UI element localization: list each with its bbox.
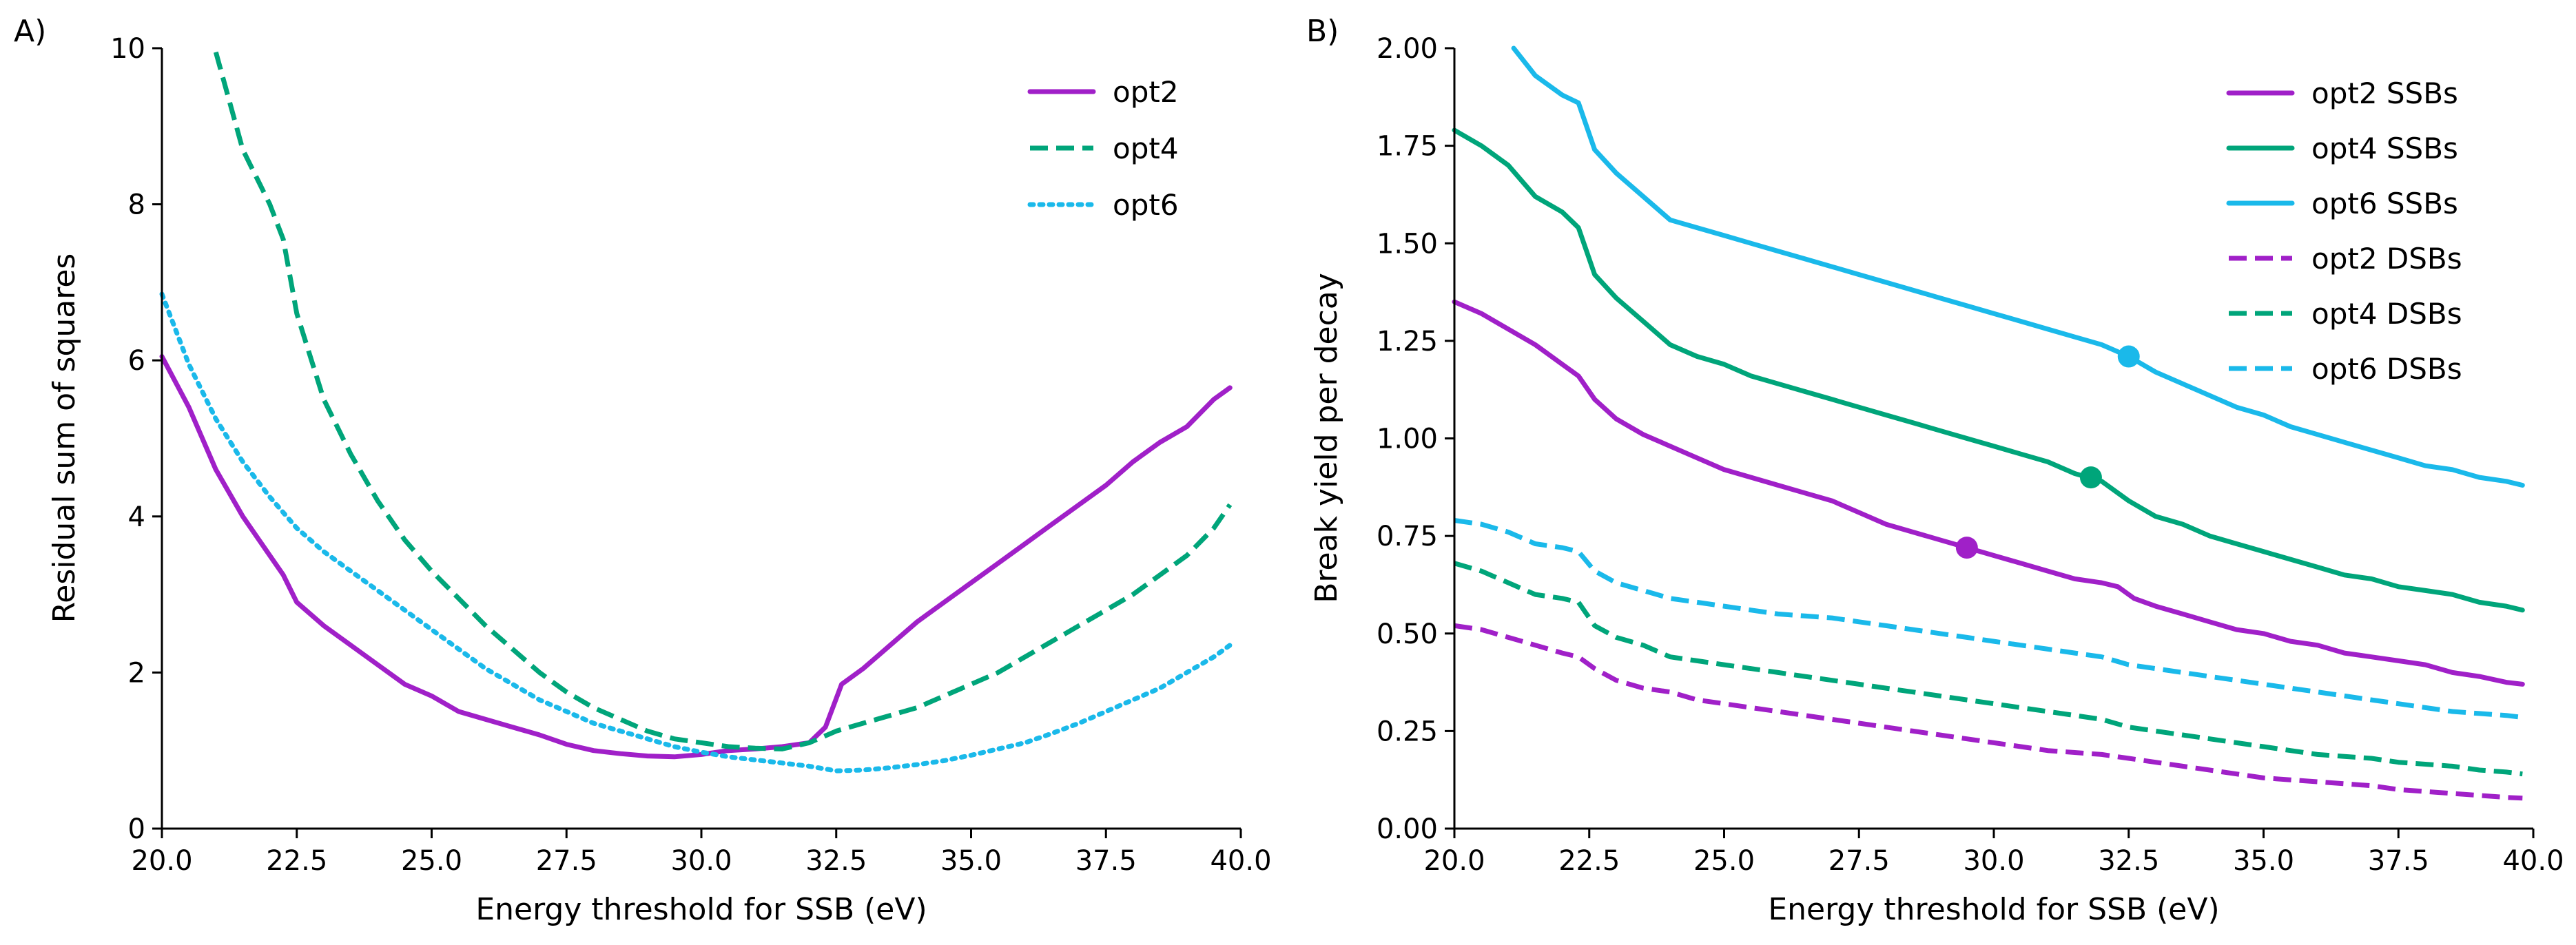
panel-b-series-group	[1452, 45, 2525, 801]
y-tick-label: 0.75	[1377, 521, 1438, 552]
y-tick-label: 0.50	[1377, 619, 1438, 650]
x-tick-label: 22.5	[1558, 845, 1620, 877]
y-tick-label: 10	[110, 33, 145, 65]
y-tick-label: 2	[128, 657, 145, 689]
panel-b: B) 20.0 22.5 25.0 27.5 30.0 32.5 35.0 37.5 40.0 …	[1306, 14, 2564, 927]
y-tick-label: 0.25	[1377, 716, 1438, 747]
x-tick-label: 32.5	[805, 845, 867, 877]
x-tick-label: 32.5	[2098, 845, 2159, 877]
legend-label-opt2: opt2	[1113, 75, 1179, 109]
series-line-opt4	[213, 51, 1233, 751]
panel-a: A) 20.0 22.5 25.0 27.5 30.0 32.5 35.0 37.5 40.0 …	[14, 14, 1272, 927]
legend-label-opt2-ssbs: opt2 SSBs	[2311, 76, 2458, 110]
series-line-opt6-dsbs	[1454, 518, 2523, 720]
panel-a-series-group	[159, 51, 1233, 773]
panel-a-y-axis-title: Residual sum of squares	[47, 253, 82, 623]
panel-b-y-ticks: 0.00 0.25 0.50 0.75 1.00 1.25 1.50 1.75 2.00	[1377, 33, 1454, 845]
series-line-opt4-ssbs	[1452, 127, 2525, 613]
y-tick-label: 0.00	[1377, 813, 1438, 845]
y-tick-label: 8	[128, 189, 145, 221]
x-tick-label: 30.0	[670, 845, 732, 877]
legend-label-opt4: opt4	[1113, 132, 1179, 165]
series-line-opt2	[159, 354, 1233, 760]
x-tick-label: 37.5	[1075, 845, 1137, 877]
series-line-opt4-dsbs	[1454, 561, 2523, 777]
panel-a-x-ticks: 20.0 22.5 25.0 27.5 30.0 32.5 35.0 37.5 40.0	[131, 829, 1272, 877]
panel-a-x-axis-title: Energy threshold for SSB (eV)	[475, 892, 927, 927]
panel-a-y-ticks: 0 2 4 6 8 10	[110, 33, 162, 845]
x-tick-label: 40.0	[2502, 845, 2564, 877]
y-tick-label: 1.25	[1377, 326, 1438, 357]
x-tick-label: 25.0	[401, 845, 462, 877]
legend-label-opt2-dsbs: opt2 DSBs	[2311, 242, 2462, 276]
x-tick-label: 35.0	[2233, 845, 2294, 877]
panel-a-label: A)	[14, 14, 46, 49]
x-tick-label: 22.5	[266, 845, 327, 877]
panel-b-label: B)	[1306, 14, 1339, 49]
y-tick-label: 4	[128, 501, 145, 533]
x-tick-label: 30.0	[1963, 845, 2024, 877]
legend-label-opt4-dsbs: opt4 DSBs	[2311, 297, 2462, 331]
panel-b-y-axis-title: Break yield per decay	[1309, 273, 1344, 603]
legend-label-opt4-ssbs: opt4 SSBs	[2311, 132, 2458, 165]
y-tick-label: 0	[128, 813, 145, 845]
x-tick-label: 20.0	[1423, 845, 1485, 877]
panel-b-markers	[1955, 345, 2140, 559]
x-tick-label: 35.0	[940, 845, 1002, 877]
y-tick-label: 1.00	[1377, 424, 1438, 455]
series-line-opt2-dsbs	[1454, 623, 2523, 801]
marker-opt6-ssbs	[2117, 345, 2140, 368]
x-tick-label: 27.5	[536, 845, 597, 877]
panel-a-legend: opt2 opt4 opt6	[1027, 75, 1179, 222]
x-tick-label: 20.0	[131, 845, 192, 877]
marker-opt4-ssbs	[2079, 466, 2102, 489]
legend-label-opt6-ssbs: opt6 SSBs	[2311, 187, 2458, 220]
y-tick-label: 2.00	[1377, 33, 1438, 65]
series-line-opt2-ssbs	[1452, 299, 2525, 687]
marker-opt2-ssbs	[1955, 537, 1978, 559]
y-tick-label: 6	[128, 345, 145, 377]
series-line-opt6	[159, 291, 1233, 773]
x-tick-label: 40.0	[1210, 845, 1271, 877]
panel-b-legend: opt2 SSBs opt4 SSBs opt6 SSBs opt2 DSBs opt4…	[2226, 76, 2462, 386]
series-line-opt6-ssbs	[1511, 45, 2525, 488]
x-tick-label: 37.5	[2368, 845, 2429, 877]
panel-b-x-ticks: 20.0 22.5 25.0 27.5 30.0 32.5 35.0 37.5 40.0	[1423, 829, 2564, 877]
panel-b-x-axis-title: Energy threshold for SSB (eV)	[1768, 892, 2219, 927]
y-tick-label: 1.75	[1377, 131, 1438, 163]
y-tick-label: 1.50	[1377, 228, 1438, 260]
legend-label-opt6: opt6	[1113, 188, 1179, 222]
x-tick-label: 27.5	[1828, 845, 1890, 877]
x-tick-label: 25.0	[1693, 845, 1755, 877]
legend-label-opt6-dsbs: opt6 DSBs	[2311, 352, 2462, 386]
